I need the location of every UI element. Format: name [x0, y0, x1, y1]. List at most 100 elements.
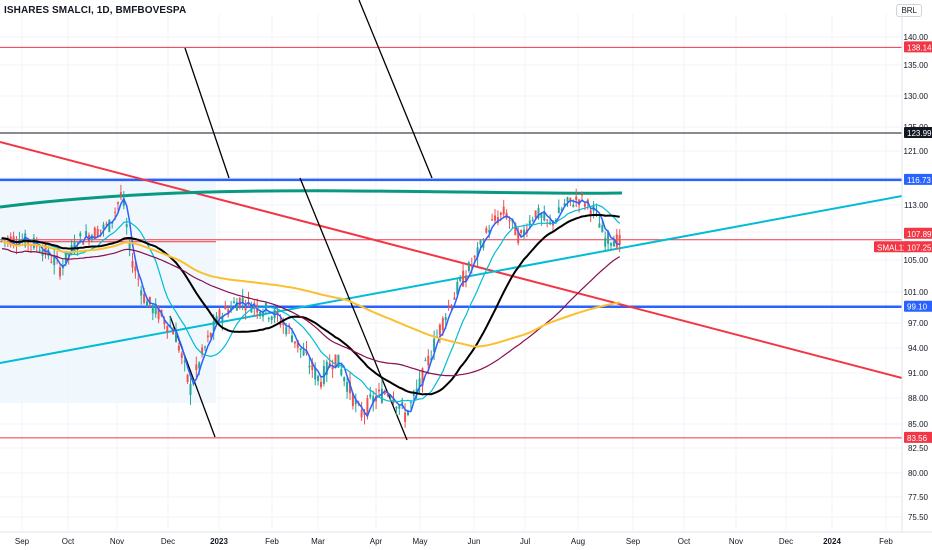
candle-body: [496, 217, 499, 223]
candle-body: [569, 197, 572, 202]
y-tick-label: 113.00: [904, 201, 928, 210]
candle-body: [299, 348, 302, 351]
y-tick-label: 94.00: [908, 344, 929, 353]
candle-body: [117, 202, 119, 204]
trend-cyan: [0, 195, 903, 364]
candle-body: [151, 305, 154, 314]
candle-body: [378, 389, 380, 392]
candle-body: [523, 229, 525, 235]
candle-body: [354, 399, 357, 405]
candle-body: [473, 255, 476, 258]
candle-body: [206, 335, 209, 338]
x-tick-label: Nov: [110, 537, 124, 546]
candle-body: [12, 236, 15, 245]
candle-body: [285, 327, 288, 335]
candle-body: [369, 394, 372, 398]
candle-body: [201, 347, 204, 355]
candle-body: [607, 231, 610, 244]
candle-body: [317, 375, 320, 382]
candle-body: [363, 412, 366, 415]
candle-body: [398, 405, 401, 409]
price-label-bg: [904, 431, 932, 443]
candle-body: [502, 206, 505, 215]
candle-body: [47, 249, 50, 256]
candle-body: [351, 393, 354, 407]
candle-body: [566, 197, 569, 202]
candle-body: [212, 321, 215, 331]
price-label: 107.25: [907, 243, 932, 252]
candle-body: [308, 365, 311, 368]
candle-body: [59, 267, 61, 277]
candle-body: [610, 243, 612, 246]
y-tick-label: 97.00: [908, 319, 929, 328]
candle-body: [259, 311, 262, 316]
currency-badge[interactable]: BRL: [896, 4, 922, 17]
x-tick-label: Dec: [779, 537, 793, 546]
candle-body: [488, 230, 491, 233]
y-tick-label: 135.00: [904, 61, 929, 70]
candle-body: [331, 367, 334, 370]
candle-body: [572, 204, 575, 207]
candle-body: [50, 261, 53, 263]
candle-body: [148, 296, 151, 305]
candle-body: [604, 237, 607, 247]
x-tick-label: Apr: [370, 537, 383, 546]
candle-body: [528, 220, 531, 225]
candle-body: [601, 225, 604, 233]
candle-body: [238, 297, 241, 307]
candle-body: [401, 401, 404, 404]
candle-body: [534, 210, 537, 218]
candle-body: [412, 393, 415, 397]
candle-body: [218, 309, 221, 319]
candle-body: [293, 341, 296, 344]
candle-body: [520, 230, 523, 234]
candle-body: [517, 231, 520, 243]
candle-body: [137, 278, 140, 280]
candle-body: [589, 210, 592, 216]
candle-body: [349, 381, 351, 394]
candle-body: [325, 361, 328, 375]
candle-body: [575, 196, 578, 201]
candle-body: [404, 412, 407, 422]
x-tick-label: May: [412, 537, 427, 546]
ma-200-line: [1, 240, 620, 348]
candle-body: [172, 330, 175, 335]
candle-body: [209, 333, 212, 338]
y-tick-label: 77.50: [908, 493, 929, 502]
candle-body: [143, 294, 146, 303]
y-tick-label: 91.00: [908, 369, 929, 378]
candle-body: [233, 301, 235, 303]
candle-body: [540, 214, 543, 218]
candle-body: [494, 215, 496, 221]
candle-body: [96, 228, 99, 238]
candle-body: [314, 367, 317, 380]
price-label: 99.10: [907, 303, 928, 312]
candle-body: [134, 266, 137, 272]
candle-body: [90, 235, 93, 241]
candle-body: [557, 207, 560, 214]
candle-body: [64, 251, 67, 263]
candle-body: [465, 275, 467, 282]
shaded-zone: [0, 179, 216, 403]
candle-body: [166, 325, 169, 332]
candle-body: [282, 321, 285, 326]
x-tick-label: 2023: [210, 537, 228, 546]
price-label: 83.56: [907, 434, 928, 443]
diag-3: [358, 0, 433, 179]
candle-body: [38, 250, 41, 252]
price-label: SMAL11: [877, 243, 908, 252]
candle-body: [140, 290, 143, 296]
y-tick-label: 88.00: [908, 394, 929, 403]
candle-body: [163, 320, 166, 325]
candle-body: [177, 345, 180, 351]
x-tick-label: Jul: [520, 537, 530, 546]
candle-body: [128, 242, 131, 250]
y-tick-label: 82.50: [908, 444, 929, 453]
candle-body: [302, 350, 305, 356]
candle-body: [476, 247, 479, 258]
candle-body: [424, 360, 427, 362]
candle-body: [560, 208, 563, 211]
candle-body: [360, 410, 363, 418]
trend-green: [0, 189, 623, 209]
